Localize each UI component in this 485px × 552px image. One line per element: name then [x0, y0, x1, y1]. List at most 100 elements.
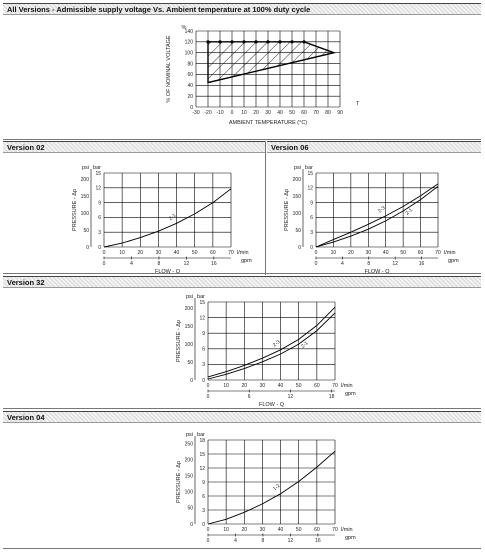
secondary-y-tick-label: 150	[185, 324, 194, 330]
series-label: 2-3	[377, 205, 387, 214]
series-curve-1-2	[207, 450, 336, 525]
y-tick-label: 9	[310, 200, 313, 206]
y-tick-label: 0	[98, 245, 101, 251]
x-tick-label: 20	[138, 250, 144, 256]
x-tick-label: 10	[241, 110, 247, 116]
y-tick-label: 6	[98, 215, 101, 221]
secondary-x-tick-label: 4	[341, 261, 344, 267]
x-tick-label: 30	[260, 383, 266, 389]
y-unit-secondary: psi	[294, 165, 301, 171]
x-tick-label: 40	[277, 110, 283, 116]
x-unit-secondary: gpm	[345, 391, 356, 397]
x-tick-label: 50	[289, 110, 295, 116]
top-edge-marker	[278, 40, 282, 44]
secondary-y-tick-label: 0	[190, 378, 193, 384]
secondary-y-tick-label: 150	[185, 474, 194, 480]
y-unit-primary: bar	[305, 165, 313, 171]
y-tick-label: 3	[202, 508, 205, 514]
top-edge-marker	[266, 40, 270, 44]
secondary-y-tick-label: 0	[298, 245, 301, 251]
y-axis-title: PRESSURE - Δp	[176, 320, 182, 362]
y-tick-label: 15	[307, 171, 313, 177]
x-tick-label: 70	[313, 110, 319, 116]
y-tick-label: 9	[202, 480, 205, 486]
y-tick-label: 0	[202, 378, 205, 384]
series-label: 2-1	[405, 207, 415, 216]
secondary-x-tick-label: 0	[103, 261, 106, 267]
y-tick-label: 40	[187, 83, 193, 89]
series-label: 1-2	[272, 483, 282, 492]
y-tick-label: 6	[310, 215, 313, 221]
secondary-x-tick-label: 8	[262, 538, 265, 544]
secondary-y-tick-label: 200	[81, 177, 90, 183]
section-header-all-versions: All Versions - Admissible supply voltage…	[3, 3, 481, 15]
secondary-x-tick-label: 6	[248, 394, 251, 400]
series-curve-2-3	[207, 306, 336, 378]
secondary-x-tick-label: 0	[315, 261, 318, 267]
x-tick-label: 70	[228, 250, 234, 256]
secondary-y-tick-label: 200	[185, 306, 194, 312]
x-tick-label: 60	[314, 527, 320, 533]
secondary-x-tick-label: 16	[211, 261, 217, 267]
y-unit-secondary: psi	[82, 165, 89, 171]
top-edge-marker	[290, 40, 294, 44]
section-header-version-32: Version 32	[3, 276, 481, 288]
top-edge-marker	[206, 40, 210, 44]
section-header-version-04: Version 04	[3, 411, 481, 423]
top-edge-marker	[218, 40, 222, 44]
section-header-version-06: Version 06	[267, 141, 481, 153]
chart-voltage-vs-temperature: -30 -20 -10 0 10 20 30 40 50 60 70 80 90 0 20 40 60 80 100…	[166, 25, 360, 126]
secondary-x-tick-label: 16	[315, 538, 321, 544]
secondary-x-tick-label: 12	[184, 261, 190, 267]
x-tick-label: 0	[231, 110, 234, 116]
series-label: 2-1	[300, 340, 310, 349]
series-curve-2-1	[103, 188, 232, 248]
y-tick-label: 15	[95, 171, 101, 177]
secondary-y-tick-label: 0	[86, 245, 89, 251]
x-tick-label: 0	[207, 383, 210, 389]
series-curve-2-3	[315, 183, 439, 248]
secondary-y-tick-label: 50	[83, 228, 89, 234]
y-tick-label: 12	[199, 466, 205, 472]
x-tick-label: 20	[253, 110, 259, 116]
top-edge-marker	[230, 40, 234, 44]
y-tick-label: 6	[202, 494, 205, 500]
secondary-x-tick-label: 0	[207, 538, 210, 544]
x-unit-secondary: gpm	[345, 535, 356, 541]
secondary-x-tick-label: 4	[130, 261, 133, 267]
secondary-x-tick-label: 12	[392, 261, 398, 267]
y-tick-label: 15	[199, 452, 205, 458]
y-tick-label: 6	[202, 347, 205, 353]
x-tick-label: -30	[192, 110, 199, 116]
secondary-y-tick-label: 200	[293, 177, 302, 183]
x-tick-label: 50	[400, 250, 406, 256]
y-unit-primary: bar	[93, 165, 101, 171]
y-axis-title: PRESSURE - Δp	[176, 461, 182, 503]
secondary-y-tick-label: 50	[187, 506, 193, 512]
x-axis-title: FLOW - Q	[364, 269, 390, 275]
y-tick-label: 100	[185, 51, 194, 57]
secondary-x-tick-label: 16	[419, 261, 425, 267]
x-axis-title: AMBIENT TEMPERATURE (°C)	[229, 120, 307, 126]
secondary-y-tick-label: 100	[81, 211, 90, 217]
secondary-y-tick-label: 50	[295, 228, 301, 234]
y-tick-label: 15	[199, 300, 205, 306]
top-edge-marker	[302, 40, 306, 44]
y-tick-label: 3	[310, 230, 313, 236]
secondary-y-tick-label: 150	[81, 194, 90, 200]
x-unit-secondary: gpm	[448, 258, 459, 264]
y-tick-label: 18	[199, 438, 205, 444]
y-tick-label: 80	[187, 61, 193, 67]
x-tick-label: 70	[332, 383, 338, 389]
secondary-y-tick-label: 0	[190, 522, 193, 528]
secondary-x-tick-label: 12	[288, 538, 294, 544]
y-tick-label: 120	[185, 40, 194, 46]
x-tick-label: 30	[260, 527, 266, 533]
y-tick-label: 140	[185, 29, 194, 35]
x-tick-label: 10	[223, 527, 229, 533]
y-axis-title: PRESSURE - Δp	[284, 189, 290, 231]
x-tick-label: -20	[204, 110, 211, 116]
y-axis-title: % OF NOMINAL VOLTAGE	[166, 35, 172, 102]
y-tick-label: 20	[187, 94, 193, 100]
x-unit-primary: l/min	[341, 383, 353, 389]
